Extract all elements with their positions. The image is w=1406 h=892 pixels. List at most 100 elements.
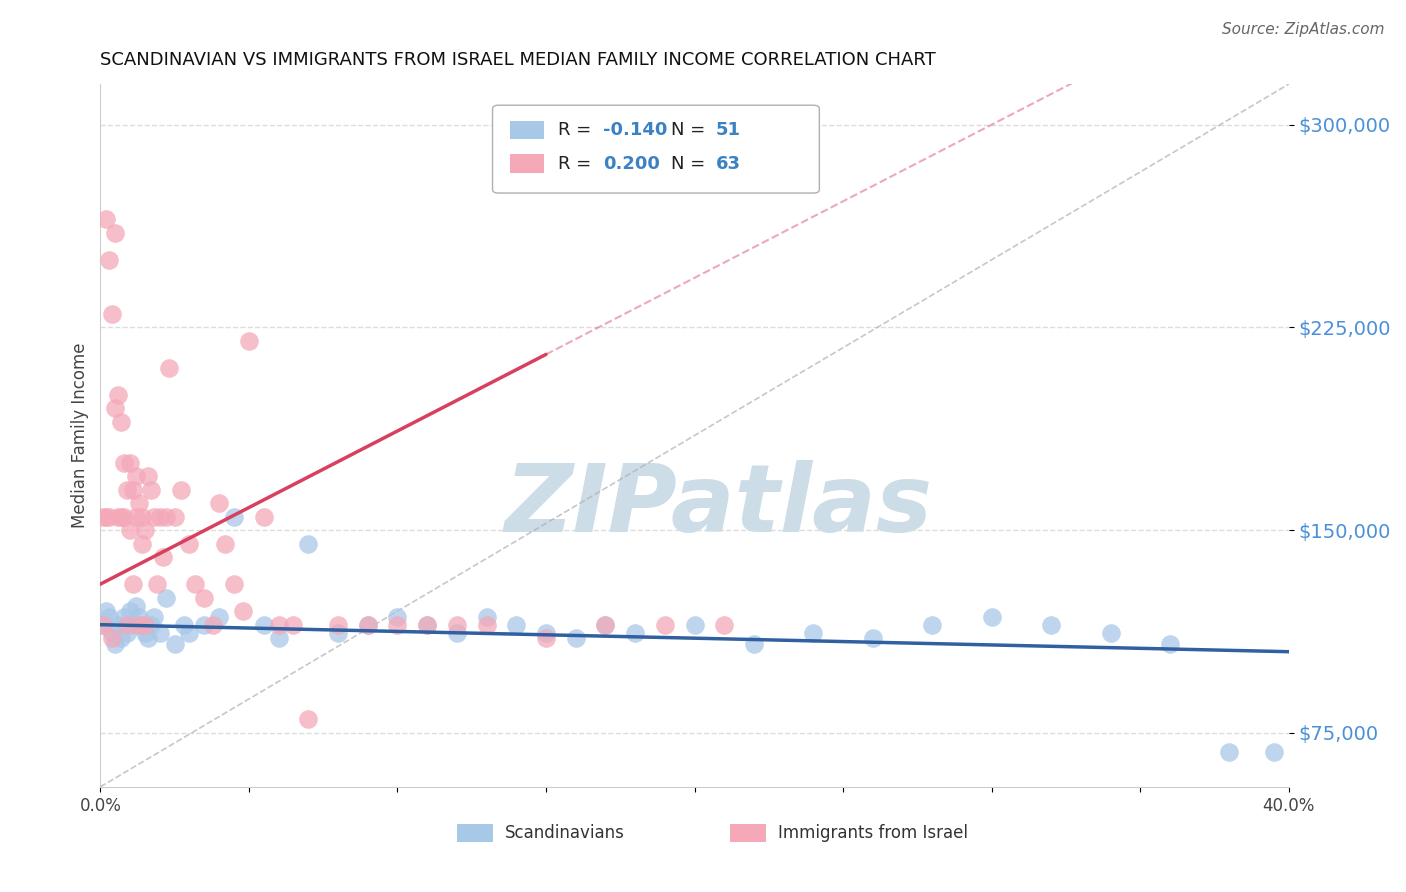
Point bbox=[214, 536, 236, 550]
Point bbox=[98, 609, 121, 624]
Point bbox=[267, 617, 290, 632]
Point bbox=[193, 591, 215, 605]
Point bbox=[742, 637, 765, 651]
Point bbox=[128, 617, 150, 632]
Text: 51: 51 bbox=[716, 120, 741, 139]
Point bbox=[921, 617, 943, 632]
Text: Scandinavians: Scandinavians bbox=[505, 823, 624, 841]
Y-axis label: Median Family Income: Median Family Income bbox=[72, 343, 89, 528]
Point bbox=[152, 550, 174, 565]
Point bbox=[713, 617, 735, 632]
Point bbox=[446, 625, 468, 640]
Point bbox=[122, 483, 145, 497]
FancyBboxPatch shape bbox=[730, 824, 766, 842]
Point bbox=[101, 625, 124, 640]
FancyBboxPatch shape bbox=[492, 105, 820, 193]
Point bbox=[91, 617, 114, 632]
Point bbox=[115, 483, 138, 497]
Point bbox=[157, 360, 180, 375]
Point bbox=[139, 617, 162, 632]
Point bbox=[357, 617, 380, 632]
Point bbox=[96, 212, 118, 227]
Point bbox=[101, 631, 124, 645]
Point bbox=[232, 604, 254, 618]
Point bbox=[357, 617, 380, 632]
Text: 0.200: 0.200 bbox=[603, 154, 659, 172]
Point bbox=[446, 617, 468, 632]
Point bbox=[1263, 745, 1285, 759]
Point bbox=[1218, 745, 1240, 759]
Point bbox=[1040, 617, 1063, 632]
Point bbox=[120, 523, 142, 537]
Point bbox=[112, 609, 135, 624]
Point bbox=[253, 617, 276, 632]
Point bbox=[297, 712, 319, 726]
Point bbox=[475, 609, 498, 624]
Text: -0.140: -0.140 bbox=[603, 120, 668, 139]
Point bbox=[222, 509, 245, 524]
Text: Source: ZipAtlas.com: Source: ZipAtlas.com bbox=[1222, 22, 1385, 37]
Point bbox=[136, 469, 159, 483]
Point bbox=[534, 625, 557, 640]
Point bbox=[238, 334, 260, 348]
Text: SCANDINAVIAN VS IMMIGRANTS FROM ISRAEL MEDIAN FAMILY INCOME CORRELATION CHART: SCANDINAVIAN VS IMMIGRANTS FROM ISRAEL M… bbox=[100, 51, 936, 69]
Point bbox=[122, 617, 145, 632]
Point bbox=[149, 625, 172, 640]
Point bbox=[1159, 637, 1181, 651]
Point bbox=[146, 577, 169, 591]
Point bbox=[136, 631, 159, 645]
Point bbox=[534, 631, 557, 645]
Text: N =: N = bbox=[671, 154, 711, 172]
Point bbox=[96, 604, 118, 618]
Text: R =: R = bbox=[558, 120, 598, 139]
Point bbox=[980, 609, 1002, 624]
Point bbox=[155, 509, 177, 524]
Text: N =: N = bbox=[671, 120, 711, 139]
Point bbox=[98, 509, 121, 524]
Point bbox=[128, 496, 150, 510]
Point bbox=[120, 604, 142, 618]
Point bbox=[98, 252, 121, 267]
Point bbox=[169, 483, 191, 497]
Point bbox=[131, 617, 153, 632]
Point bbox=[115, 617, 138, 632]
Point bbox=[112, 509, 135, 524]
Point bbox=[91, 509, 114, 524]
Point bbox=[107, 509, 129, 524]
Point bbox=[155, 591, 177, 605]
FancyBboxPatch shape bbox=[510, 120, 544, 139]
Point bbox=[104, 226, 127, 240]
Point bbox=[179, 536, 201, 550]
Text: 63: 63 bbox=[716, 154, 741, 172]
Point bbox=[115, 625, 138, 640]
Point bbox=[326, 625, 349, 640]
Point bbox=[112, 456, 135, 470]
Point bbox=[120, 456, 142, 470]
Point bbox=[184, 577, 207, 591]
Point bbox=[387, 609, 409, 624]
Point bbox=[222, 577, 245, 591]
Point bbox=[134, 523, 156, 537]
Point bbox=[125, 599, 148, 613]
Point bbox=[803, 625, 825, 640]
Point bbox=[128, 609, 150, 624]
Point bbox=[595, 617, 617, 632]
Point bbox=[416, 617, 439, 632]
Point bbox=[595, 617, 617, 632]
Point bbox=[202, 617, 225, 632]
Point bbox=[142, 509, 165, 524]
Point bbox=[131, 536, 153, 550]
Point bbox=[122, 577, 145, 591]
Point bbox=[654, 617, 676, 632]
Point bbox=[208, 496, 231, 510]
Point bbox=[297, 536, 319, 550]
Point bbox=[267, 631, 290, 645]
Point bbox=[110, 415, 132, 429]
Point bbox=[862, 631, 884, 645]
Point bbox=[173, 617, 195, 632]
Point bbox=[505, 617, 527, 632]
Text: R =: R = bbox=[558, 154, 598, 172]
Text: ZIPatlas: ZIPatlas bbox=[505, 459, 932, 552]
Point bbox=[101, 307, 124, 321]
Point bbox=[283, 617, 305, 632]
